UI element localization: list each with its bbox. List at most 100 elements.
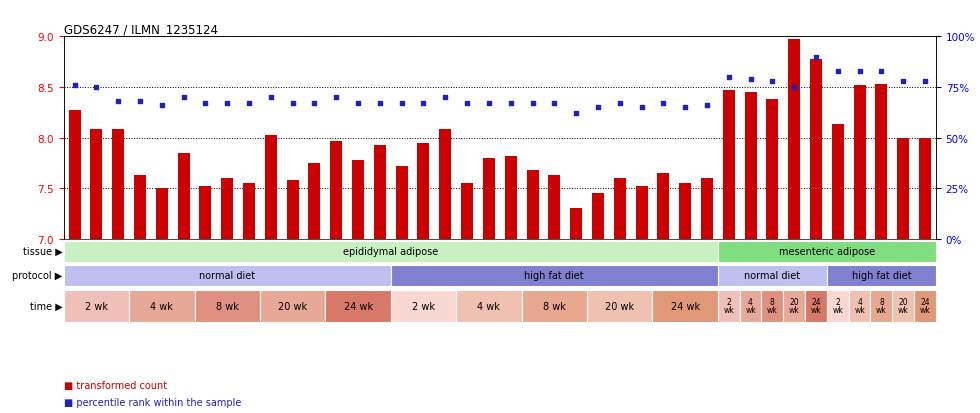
Bar — [500, 239, 521, 310]
Text: mesenteric adipose: mesenteric adipose — [779, 247, 875, 256]
Bar — [85, 239, 107, 310]
Bar — [456, 290, 521, 323]
Point — [852, 68, 867, 75]
Bar — [391, 239, 413, 310]
Bar — [260, 239, 282, 310]
Bar — [330, 141, 342, 239]
Text: 20 wk: 20 wk — [278, 301, 307, 311]
Bar — [265, 135, 276, 239]
Bar — [609, 239, 630, 310]
Bar — [107, 239, 129, 310]
Point — [764, 78, 780, 85]
Bar — [221, 179, 233, 239]
Bar — [352, 161, 364, 239]
Bar — [217, 239, 238, 310]
Text: 8 wk: 8 wk — [543, 301, 565, 311]
Text: high fat diet: high fat diet — [524, 271, 584, 281]
Bar — [570, 209, 582, 239]
Text: 2
wk: 2 wk — [832, 297, 843, 315]
Bar — [805, 239, 827, 310]
Point — [786, 84, 802, 91]
Point — [677, 104, 693, 111]
Bar — [287, 181, 299, 239]
Bar — [521, 239, 543, 310]
Bar — [723, 91, 735, 239]
Bar — [832, 125, 844, 239]
Bar — [543, 239, 565, 310]
Bar — [64, 290, 129, 323]
Bar — [805, 290, 827, 323]
Point — [590, 104, 606, 111]
Text: 4 wk: 4 wk — [477, 301, 501, 311]
Bar — [761, 239, 783, 310]
Point — [372, 101, 388, 107]
Text: ■ transformed count: ■ transformed count — [64, 380, 167, 390]
Point — [808, 54, 824, 61]
Point — [524, 101, 540, 107]
Bar — [636, 187, 648, 239]
Bar — [914, 290, 936, 323]
Bar — [827, 290, 849, 323]
Bar — [892, 290, 914, 323]
Point — [481, 101, 497, 107]
Text: normal diet: normal diet — [744, 271, 801, 281]
Bar — [456, 239, 478, 310]
Text: time ▶: time ▶ — [29, 301, 63, 311]
Bar — [696, 239, 717, 310]
Bar — [870, 290, 892, 323]
Text: 8
wk: 8 wk — [876, 297, 887, 315]
Point — [437, 95, 453, 101]
Text: 20
wk: 20 wk — [789, 297, 800, 315]
Bar — [849, 239, 870, 310]
Bar — [156, 189, 168, 239]
Bar — [761, 290, 783, 323]
Bar — [439, 130, 451, 239]
Text: tissue ▶: tissue ▶ — [23, 247, 63, 256]
Bar — [827, 265, 936, 287]
Bar — [134, 176, 146, 239]
Bar — [717, 290, 740, 323]
Bar — [679, 184, 691, 239]
Text: 24 wk: 24 wk — [670, 301, 700, 311]
Text: 4
wk: 4 wk — [855, 297, 865, 315]
Point — [263, 95, 278, 101]
Bar — [549, 176, 561, 239]
Text: 24 wk: 24 wk — [344, 301, 372, 311]
Bar — [434, 239, 456, 310]
Point — [721, 74, 737, 81]
Bar — [875, 85, 887, 239]
Text: high fat diet: high fat diet — [852, 271, 911, 281]
Text: 2 wk: 2 wk — [85, 301, 108, 311]
Bar — [391, 265, 717, 287]
Point — [307, 101, 322, 107]
Bar — [783, 290, 805, 323]
Point — [394, 101, 410, 107]
Point — [328, 95, 344, 101]
Bar — [849, 290, 870, 323]
Text: 2
wk: 2 wk — [723, 297, 734, 315]
Text: normal diet: normal diet — [199, 271, 256, 281]
Bar — [766, 100, 778, 239]
Bar — [827, 239, 849, 310]
Bar — [717, 241, 936, 262]
Bar — [788, 40, 800, 239]
Bar — [592, 194, 604, 239]
Text: 2 wk: 2 wk — [412, 301, 435, 311]
Bar — [653, 290, 717, 323]
Point — [132, 99, 148, 105]
Bar — [347, 239, 368, 310]
Bar — [396, 166, 408, 239]
Bar — [810, 59, 822, 239]
Point — [111, 99, 126, 105]
Bar — [129, 290, 194, 323]
Point — [220, 101, 235, 107]
Point — [743, 76, 759, 83]
Bar — [587, 290, 653, 323]
Text: 4
wk: 4 wk — [745, 297, 756, 315]
Bar — [391, 290, 457, 323]
Bar — [113, 130, 124, 239]
Bar — [854, 85, 865, 239]
Bar — [701, 179, 712, 239]
Bar — [658, 173, 669, 239]
Bar — [587, 239, 609, 310]
